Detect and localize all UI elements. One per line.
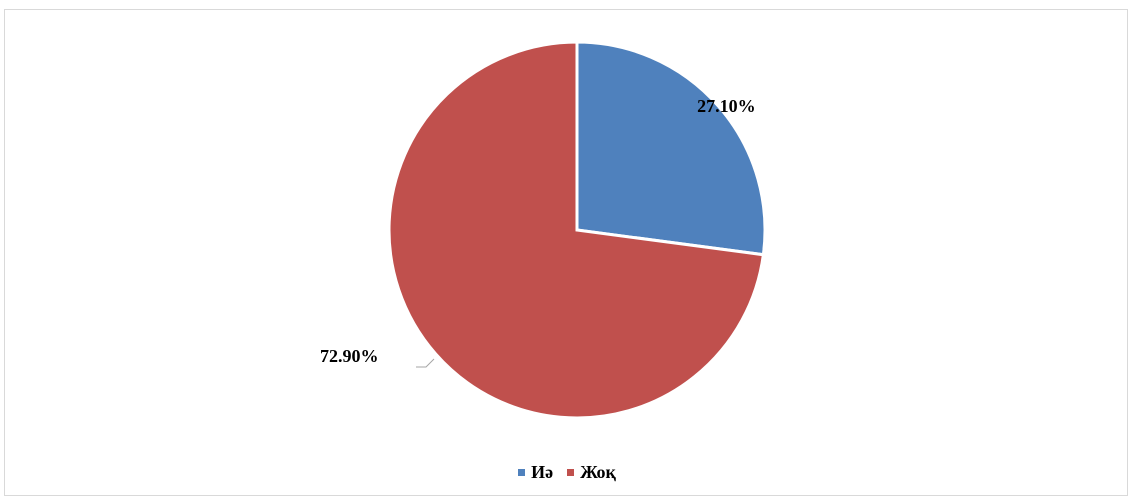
chart-legend: Иә Жоқ <box>5 462 1129 482</box>
legend-label-ie: Иә <box>531 462 554 482</box>
legend-item-zhok: Жоқ <box>567 462 616 482</box>
pie-chart: 27.10% 72.90% <box>320 40 767 420</box>
data-label-ie: 27.10% <box>697 96 756 116</box>
leader-line-zhok <box>416 358 435 368</box>
chart-area: 27.10% 72.90% Иә Жоқ <box>4 9 1128 496</box>
legend-swatch-ie <box>518 468 526 476</box>
pie-slice-zhok <box>387 40 766 420</box>
pie-slice-ie <box>575 40 767 257</box>
data-label-zhok: 72.90% <box>320 346 379 366</box>
legend-label-zhok: Жоқ <box>580 462 616 482</box>
legend-item-ie: Иә <box>518 462 553 482</box>
legend-swatch-zhok <box>567 468 575 476</box>
